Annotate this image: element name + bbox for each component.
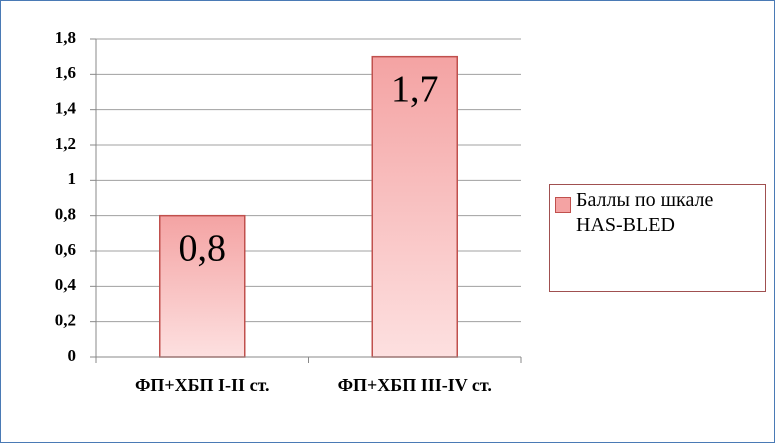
value-label: 1,7 [391, 68, 439, 110]
legend-swatch [555, 197, 571, 213]
y-tick-label: 0,2 [55, 311, 76, 330]
x-tick-label: ФП+ХБП I-II ст. [134, 375, 270, 395]
legend: Баллы по шкале HAS-BLED [549, 184, 766, 292]
value-label: 0,8 [179, 227, 227, 269]
x-tick-label: ФП+ХБП III-IV ст. [337, 375, 492, 395]
y-tick-label: 0 [68, 346, 77, 365]
y-tick-label: 1,8 [55, 28, 76, 47]
y-tick-label: 0,8 [55, 205, 76, 224]
y-tick-label: 1,2 [55, 134, 76, 153]
y-tick-label: 1 [68, 169, 77, 188]
bar [371, 55, 458, 358]
bar [159, 214, 246, 358]
y-tick-label: 0,6 [55, 240, 76, 259]
y-tick-label: 1,6 [55, 63, 76, 82]
y-tick-label: 0,4 [55, 275, 77, 294]
legend-label: Баллы по шкале HAS-BLED [576, 189, 714, 236]
y-tick-label: 1,4 [55, 99, 77, 118]
